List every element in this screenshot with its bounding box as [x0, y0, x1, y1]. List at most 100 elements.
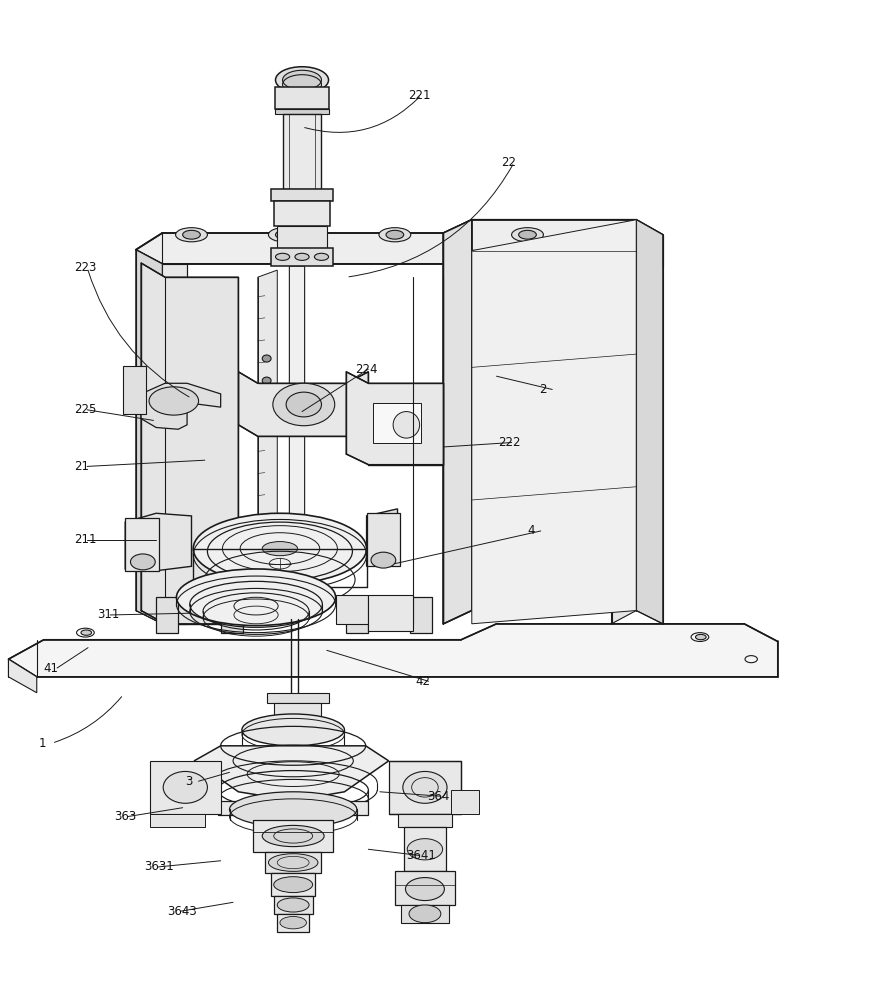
Ellipse shape [175, 228, 207, 242]
Polygon shape [335, 595, 368, 624]
Ellipse shape [262, 542, 298, 556]
Polygon shape [141, 383, 221, 429]
Polygon shape [194, 746, 388, 801]
Bar [409, 597, 431, 633]
Ellipse shape [370, 552, 395, 568]
Ellipse shape [242, 714, 344, 746]
Polygon shape [258, 270, 277, 624]
Polygon shape [271, 873, 315, 896]
Ellipse shape [283, 70, 321, 90]
Polygon shape [267, 693, 328, 703]
Ellipse shape [385, 230, 403, 239]
Ellipse shape [408, 905, 440, 923]
Ellipse shape [130, 554, 155, 570]
Polygon shape [141, 263, 238, 624]
Bar [372, 403, 421, 443]
Text: 211: 211 [74, 533, 97, 546]
Bar [368, 595, 412, 631]
Text: 4: 4 [527, 524, 534, 537]
Bar [123, 366, 145, 414]
Text: 22: 22 [501, 156, 516, 169]
Ellipse shape [229, 792, 356, 827]
Text: 225: 225 [74, 403, 97, 416]
Ellipse shape [262, 377, 271, 384]
Polygon shape [265, 852, 321, 873]
Ellipse shape [262, 355, 271, 362]
Polygon shape [276, 109, 328, 114]
Polygon shape [366, 509, 397, 566]
Ellipse shape [193, 513, 366, 584]
Ellipse shape [163, 771, 207, 803]
Text: 221: 221 [408, 89, 430, 102]
Ellipse shape [286, 392, 321, 417]
Ellipse shape [81, 630, 91, 635]
Polygon shape [125, 513, 191, 571]
Text: 21: 21 [74, 460, 89, 473]
Text: 3631: 3631 [144, 860, 175, 873]
Bar [346, 597, 368, 633]
Ellipse shape [273, 383, 334, 426]
Polygon shape [274, 201, 330, 226]
Ellipse shape [511, 228, 543, 242]
Polygon shape [136, 250, 162, 624]
Ellipse shape [295, 253, 308, 260]
Text: 1: 1 [38, 737, 46, 750]
Ellipse shape [405, 878, 444, 901]
Polygon shape [9, 659, 36, 693]
Text: 364: 364 [427, 790, 449, 803]
Bar [366, 513, 400, 566]
Ellipse shape [149, 387, 198, 415]
Polygon shape [274, 703, 321, 719]
Polygon shape [150, 814, 205, 827]
Polygon shape [218, 801, 368, 815]
Ellipse shape [518, 230, 536, 239]
Polygon shape [277, 226, 326, 248]
Ellipse shape [280, 916, 306, 929]
Ellipse shape [392, 412, 419, 438]
Bar [221, 597, 243, 633]
Polygon shape [253, 820, 332, 852]
Ellipse shape [276, 67, 328, 93]
Polygon shape [274, 896, 312, 914]
Ellipse shape [268, 854, 317, 871]
Polygon shape [346, 372, 443, 465]
Text: 3643: 3643 [167, 905, 198, 918]
Text: 363: 363 [114, 810, 136, 823]
Polygon shape [450, 790, 478, 814]
Text: 224: 224 [354, 363, 377, 376]
Polygon shape [136, 220, 662, 266]
Text: 2: 2 [539, 383, 546, 396]
Polygon shape [403, 827, 446, 871]
Polygon shape [283, 114, 321, 189]
Text: 3641: 3641 [406, 849, 436, 862]
Ellipse shape [274, 877, 312, 893]
Ellipse shape [268, 228, 300, 242]
Polygon shape [277, 914, 308, 932]
Ellipse shape [695, 634, 705, 640]
Polygon shape [400, 905, 448, 923]
Ellipse shape [378, 228, 410, 242]
Ellipse shape [407, 839, 442, 860]
Polygon shape [238, 372, 368, 436]
Polygon shape [289, 266, 303, 615]
Polygon shape [276, 87, 328, 109]
Text: 223: 223 [74, 261, 97, 274]
Text: 3: 3 [185, 775, 192, 788]
Polygon shape [162, 264, 187, 624]
Polygon shape [394, 871, 455, 905]
Ellipse shape [276, 253, 290, 260]
Bar [125, 518, 159, 571]
Ellipse shape [277, 898, 308, 912]
Polygon shape [471, 220, 635, 624]
Ellipse shape [402, 771, 447, 803]
Polygon shape [397, 814, 452, 827]
Text: 42: 42 [415, 675, 430, 688]
Polygon shape [271, 189, 332, 201]
Ellipse shape [176, 569, 335, 626]
Polygon shape [125, 367, 143, 412]
Text: 311: 311 [97, 608, 119, 621]
Text: 222: 222 [498, 436, 520, 449]
Ellipse shape [183, 230, 200, 239]
Polygon shape [388, 761, 461, 814]
Polygon shape [271, 248, 332, 266]
